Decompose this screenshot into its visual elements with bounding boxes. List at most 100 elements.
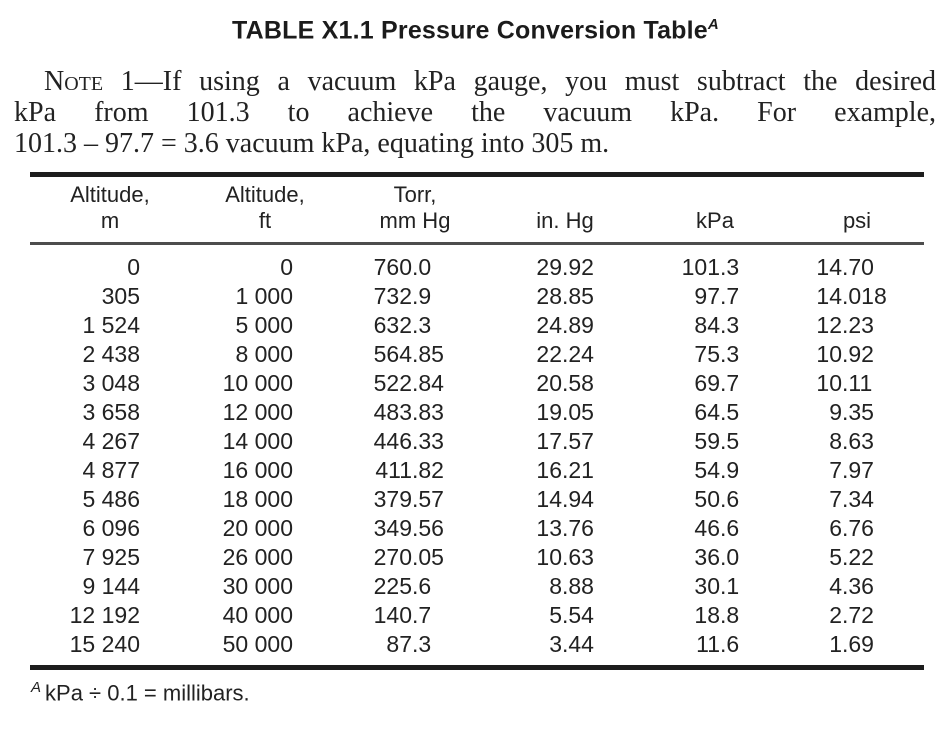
table-cell: 3.44 <box>549 631 594 658</box>
footnote-ref: A <box>31 679 42 697</box>
table-cell: 15 240 <box>69 631 140 658</box>
table-row: 4 877 16 000 411.82 16.21 54.9 7.97 <box>30 456 924 485</box>
table-cell: 59.5 <box>694 428 740 455</box>
footnote-text: kPa ÷ 0.1 = millibars. <box>45 680 250 706</box>
document-page: TABLE X1.1 Pressure Conversion TableA No… <box>0 16 951 706</box>
table-cell: 30.1 <box>694 573 740 600</box>
table-cell: 5.22 <box>829 544 874 571</box>
title-footnote-ref: A <box>707 16 719 33</box>
table-cell: 10.11 <box>816 370 873 397</box>
table-cell: 14.94 <box>536 486 594 513</box>
table-cell: 0 <box>280 254 293 281</box>
table-cell: 101.3 <box>681 254 740 281</box>
table-cell: 0 <box>127 254 140 281</box>
table-cell: 6 096 <box>82 515 140 542</box>
table-cell: 17.57 <box>536 428 594 455</box>
table-cell: 40 000 <box>222 602 293 629</box>
table-cell: 50 000 <box>222 631 293 658</box>
table-cell: 54.9 <box>694 457 740 484</box>
table-cell: 4.36 <box>829 573 874 600</box>
table-cell: 18.8 <box>694 602 740 629</box>
table-row: 1 524 5 000 632.3 24.89 84.3 12.23 <box>30 311 924 340</box>
table-cell: 97.7 <box>694 283 740 310</box>
table-cell: 732.9 <box>373 283 432 310</box>
table-row: 3 658 12 000 483.83 19.05 64.5 9.35 <box>30 398 924 427</box>
table-cell: 5 486 <box>82 486 140 513</box>
table-cell: 4 267 <box>82 428 140 455</box>
header-row: Altitude, m Altitude, ft Torr, mm Hg in. Hg k… <box>30 177 924 246</box>
table-cell: 483.83 <box>373 399 444 426</box>
table-cell: 10.63 <box>536 544 594 571</box>
table-cell: 349.56 <box>373 515 444 542</box>
table-cell: 12.23 <box>816 312 874 339</box>
table-title: TABLE X1.1 Pressure Conversion TableA <box>0 16 951 45</box>
table-cell: 10.92 <box>816 341 874 368</box>
table-cell: 305 <box>101 283 140 310</box>
table-cell: 19.05 <box>536 399 594 426</box>
table-cell: 522.84 <box>373 370 444 397</box>
table-cell: 4 877 <box>82 457 140 484</box>
table-row: 3 048 10 000 522.84 20.58 69.7 10.11 <box>30 369 924 398</box>
table-cell: 14 000 <box>222 428 293 455</box>
table-cell: 2.72 <box>829 602 874 629</box>
column-header: in. Hg <box>490 177 640 246</box>
table-cell: 14.018 <box>816 283 887 310</box>
table-cell: 9 144 <box>82 573 140 600</box>
table-cell: 5 000 <box>235 312 293 339</box>
table-cell: 446.33 <box>373 428 444 455</box>
table-cell: 18 000 <box>222 486 293 513</box>
table-cell: 24.89 <box>536 312 594 339</box>
table-cell: 29.92 <box>536 254 594 281</box>
table-header: Altitude, m Altitude, ft Torr, mm Hg in. Hg k… <box>30 177 924 246</box>
table-cell: 3 048 <box>82 370 140 397</box>
table-cell: 5.54 <box>549 602 594 629</box>
table-cell: 12 000 <box>222 399 293 426</box>
table-cell: 632.3 <box>373 312 432 339</box>
table-cell: 50.6 <box>694 486 740 513</box>
table-cell: 3 658 <box>82 399 140 426</box>
table-row: 0 0 760.0 29.92 101.3 14.70 <box>30 244 924 283</box>
table-cell: 7 925 <box>82 544 140 571</box>
table-cell: 7.34 <box>829 486 874 513</box>
table-cell: 8.88 <box>549 573 594 600</box>
table-title-text: TABLE X1.1 Pressure Conversion Table <box>232 16 708 45</box>
table-cell: 225.6 <box>373 573 432 600</box>
table-row: 2 438 8 000 564.85 22.24 75.3 10.92 <box>30 340 924 369</box>
note-paragraph: Note 1—If using a vacuum kPa gauge, you … <box>14 66 936 159</box>
table-row: 9 144 30 000 225.6 8.88 30.1 4.36 <box>30 572 924 601</box>
table-cell: 16.21 <box>536 457 594 484</box>
column-header: Torr, mm Hg <box>340 177 490 246</box>
note-line-3: 101.3 – 97.7 = 3.6 vacuum kPa, equating … <box>14 128 610 160</box>
table-body: 0 0 760.0 29.92 101.3 14.70 305 1 000 732.9 28.85… <box>30 244 924 666</box>
table-cell: 20 000 <box>222 515 293 542</box>
pressure-conversion-table: Altitude, m Altitude, ft Torr, mm Hg in. Hg k… <box>30 177 924 665</box>
table-cell: 8 000 <box>235 341 293 368</box>
table-cell: 84.3 <box>694 312 740 339</box>
table-cell: 26 000 <box>222 544 293 571</box>
table-cell: 16 000 <box>222 457 293 484</box>
table-cell: 564.85 <box>373 341 444 368</box>
table-cell: 11.6 <box>696 631 740 658</box>
table-cell: 140.7 <box>373 602 432 629</box>
column-header: psi <box>790 177 924 246</box>
table-cell: 30 000 <box>222 573 293 600</box>
column-header: Altitude, m <box>30 177 190 246</box>
table-row: 4 267 14 000 446.33 17.57 59.5 8.63 <box>30 427 924 456</box>
note-number-dash: 1— <box>103 66 163 98</box>
table-cell: 7.97 <box>829 457 874 484</box>
note-line-2: kPa from 101.3 to achieve the vacuum kPa… <box>14 97 936 129</box>
table-cell: 6.76 <box>829 515 874 542</box>
table-cell: 12 192 <box>69 602 140 629</box>
column-header: Altitude, ft <box>190 177 340 246</box>
table-cell: 13.76 <box>536 515 594 542</box>
table-cell: 64.5 <box>694 399 740 426</box>
table-row: 5 486 18 000 379.57 14.94 50.6 7.34 <box>30 485 924 514</box>
table-cell: 1 000 <box>235 283 293 310</box>
table-row: 7 925 26 000 270.05 10.63 36.0 5.22 <box>30 543 924 572</box>
column-header: kPa <box>640 177 790 246</box>
table-cell: 10 000 <box>222 370 293 397</box>
table-cell: 75.3 <box>694 341 740 368</box>
table-cell: 87.3 <box>386 631 432 658</box>
table-cell: 8.63 <box>829 428 874 455</box>
